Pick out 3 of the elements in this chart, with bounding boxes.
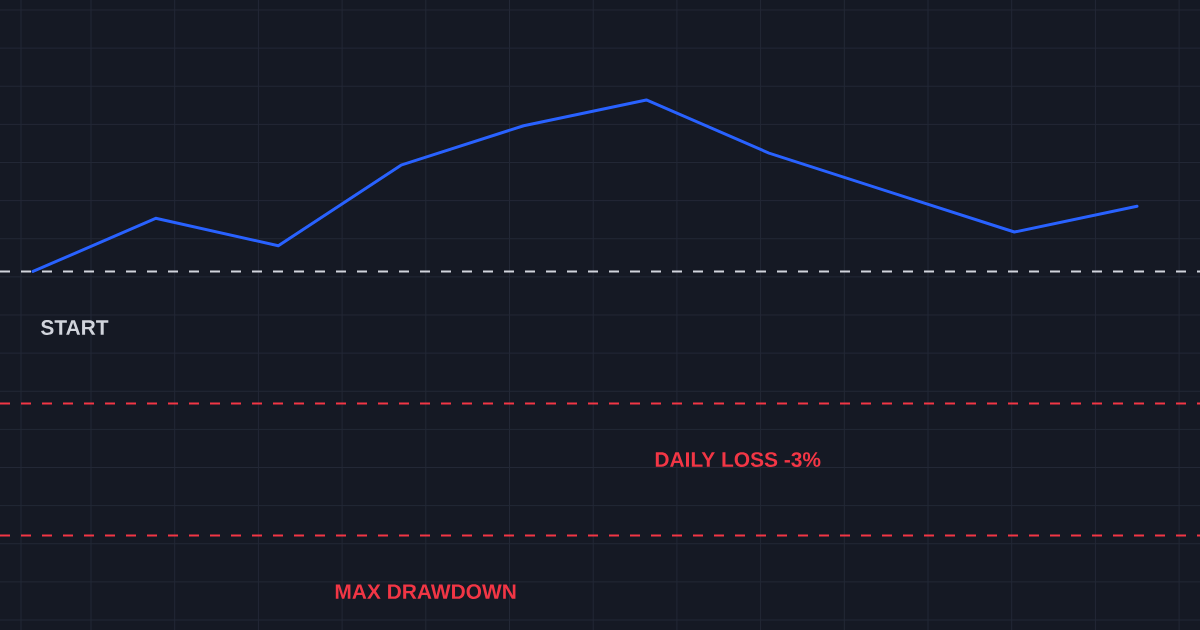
ref-line-label: MAX DRAWDOWN [335,584,516,600]
ref-line-label: DAILY LOSS -3% [655,452,821,467]
ref-line-label: START [40,320,109,335]
